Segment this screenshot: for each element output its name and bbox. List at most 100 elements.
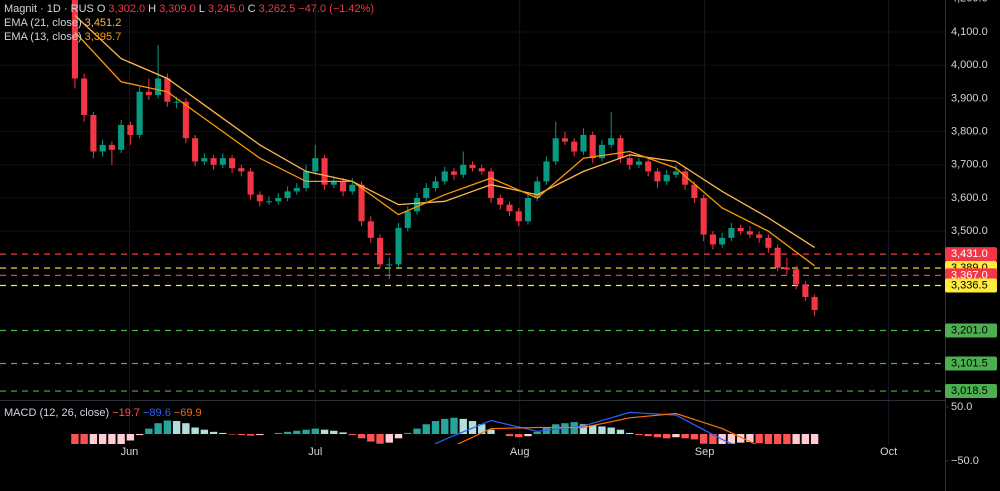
legend-value: 3,395.7 xyxy=(85,31,122,43)
macd-bar xyxy=(117,434,125,444)
candle-body xyxy=(478,168,485,172)
level-label: 3,367.0 xyxy=(951,269,988,281)
macd-bar xyxy=(311,428,320,434)
macd-bar xyxy=(450,417,458,434)
macd-bar xyxy=(635,434,643,436)
macd-bar xyxy=(431,421,440,434)
change-label: −47.0 (−1.42%) xyxy=(298,3,374,15)
candle-body xyxy=(746,231,753,235)
candle-body xyxy=(663,174,670,182)
candle-body xyxy=(210,158,217,165)
macd-bar xyxy=(348,434,356,436)
macd-bar xyxy=(589,425,597,434)
candle-body xyxy=(645,161,652,172)
y-tick-label: 4,000.0 xyxy=(951,59,988,71)
macd-value: −19.7 xyxy=(112,407,140,419)
candle-body xyxy=(423,188,430,198)
candle-body xyxy=(691,184,698,198)
macd-bar xyxy=(320,429,329,434)
candle-body xyxy=(173,101,180,103)
candle-body xyxy=(182,101,189,139)
candle-body xyxy=(99,144,106,152)
candle-body xyxy=(81,78,88,115)
candle-body xyxy=(450,171,458,175)
macd-bar xyxy=(293,430,301,434)
macd-bar xyxy=(283,431,292,434)
macd-bar xyxy=(228,434,236,435)
candle-body xyxy=(709,234,716,245)
x-tick-label: Jul xyxy=(308,446,322,458)
level-label: 3,431.0 xyxy=(951,248,988,260)
macd-bar xyxy=(367,434,375,442)
candle-body xyxy=(164,78,171,102)
macd-bar xyxy=(237,434,246,436)
candle-body xyxy=(756,234,763,238)
ohlc-value: 3,262.5 xyxy=(259,3,296,15)
candle-body xyxy=(460,164,467,175)
candle-body xyxy=(386,264,393,266)
legend-entry: EMA (21, close) xyxy=(4,17,82,29)
candle-body xyxy=(672,171,679,175)
macd-bar xyxy=(394,434,403,439)
y-tick-label: 3,700.0 xyxy=(951,159,988,171)
macd-bar xyxy=(330,430,338,434)
macd-bar xyxy=(773,434,782,444)
macd-bar xyxy=(219,432,227,434)
grid xyxy=(0,0,945,445)
candle-body xyxy=(155,78,162,96)
macd-bar xyxy=(98,434,107,444)
y-tick-label: 3,800.0 xyxy=(951,126,988,138)
x-tick-label: Jun xyxy=(121,446,139,458)
candle-body xyxy=(589,134,596,159)
candle-body xyxy=(71,0,78,79)
macd-bar xyxy=(459,418,467,434)
candle-body xyxy=(367,221,374,238)
price-pane xyxy=(0,0,945,392)
macd-bar xyxy=(145,428,153,434)
macd-bar xyxy=(727,434,736,444)
macd-bar xyxy=(524,434,532,437)
macd-line xyxy=(433,411,734,444)
candle-body xyxy=(561,138,569,142)
macd-bar xyxy=(126,434,135,441)
macd-bar xyxy=(653,434,662,438)
candle-body xyxy=(118,124,125,150)
candle-body xyxy=(598,144,606,159)
macd-bar xyxy=(792,434,800,444)
candle-body xyxy=(404,211,411,228)
macd-bar xyxy=(681,434,689,439)
candle-body xyxy=(136,91,143,135)
macd-bar xyxy=(108,434,116,444)
candle-body xyxy=(802,284,809,297)
candle-body xyxy=(552,138,559,162)
macd-bar xyxy=(515,434,523,438)
macd-bar xyxy=(441,418,449,434)
y-tick-label: 3,900.0 xyxy=(951,92,988,104)
candle-body xyxy=(497,198,504,205)
axes: Jun Jul Aug Sep Oct 3,500.0 3,600.0 3,700.0 3,80… xyxy=(121,0,997,467)
candle-body xyxy=(783,267,790,270)
macd-bar xyxy=(783,434,791,444)
macd-bar xyxy=(154,423,162,434)
candle-body xyxy=(358,184,365,222)
candle-body xyxy=(330,181,337,185)
level-label: 3,336.5 xyxy=(951,279,988,291)
candle-body xyxy=(339,181,347,192)
candle-body xyxy=(192,138,199,162)
candle-body xyxy=(811,296,818,311)
y-tick-label: 50.0 xyxy=(951,401,972,413)
macd-bar xyxy=(746,434,754,443)
candle-body xyxy=(608,138,615,145)
ohlc-value: 3,302.0 xyxy=(108,3,145,15)
legend: Magnit · 1D · RUS O 3,302.0 H 3,309.0 L 3,245.… xyxy=(4,3,374,419)
legend-title: Magnit · 1D · RUS xyxy=(4,3,94,15)
candle-body xyxy=(266,201,273,203)
macd-bar xyxy=(505,434,514,437)
ohlc-value: 3,309.0 xyxy=(159,3,196,15)
macd-bar xyxy=(810,434,819,444)
y-tick-label: 4,200.0 xyxy=(951,0,988,5)
candle-body xyxy=(626,158,633,165)
macd-value: −89.6 xyxy=(143,407,171,419)
candle-body xyxy=(275,198,282,202)
macd-bar xyxy=(579,424,588,434)
